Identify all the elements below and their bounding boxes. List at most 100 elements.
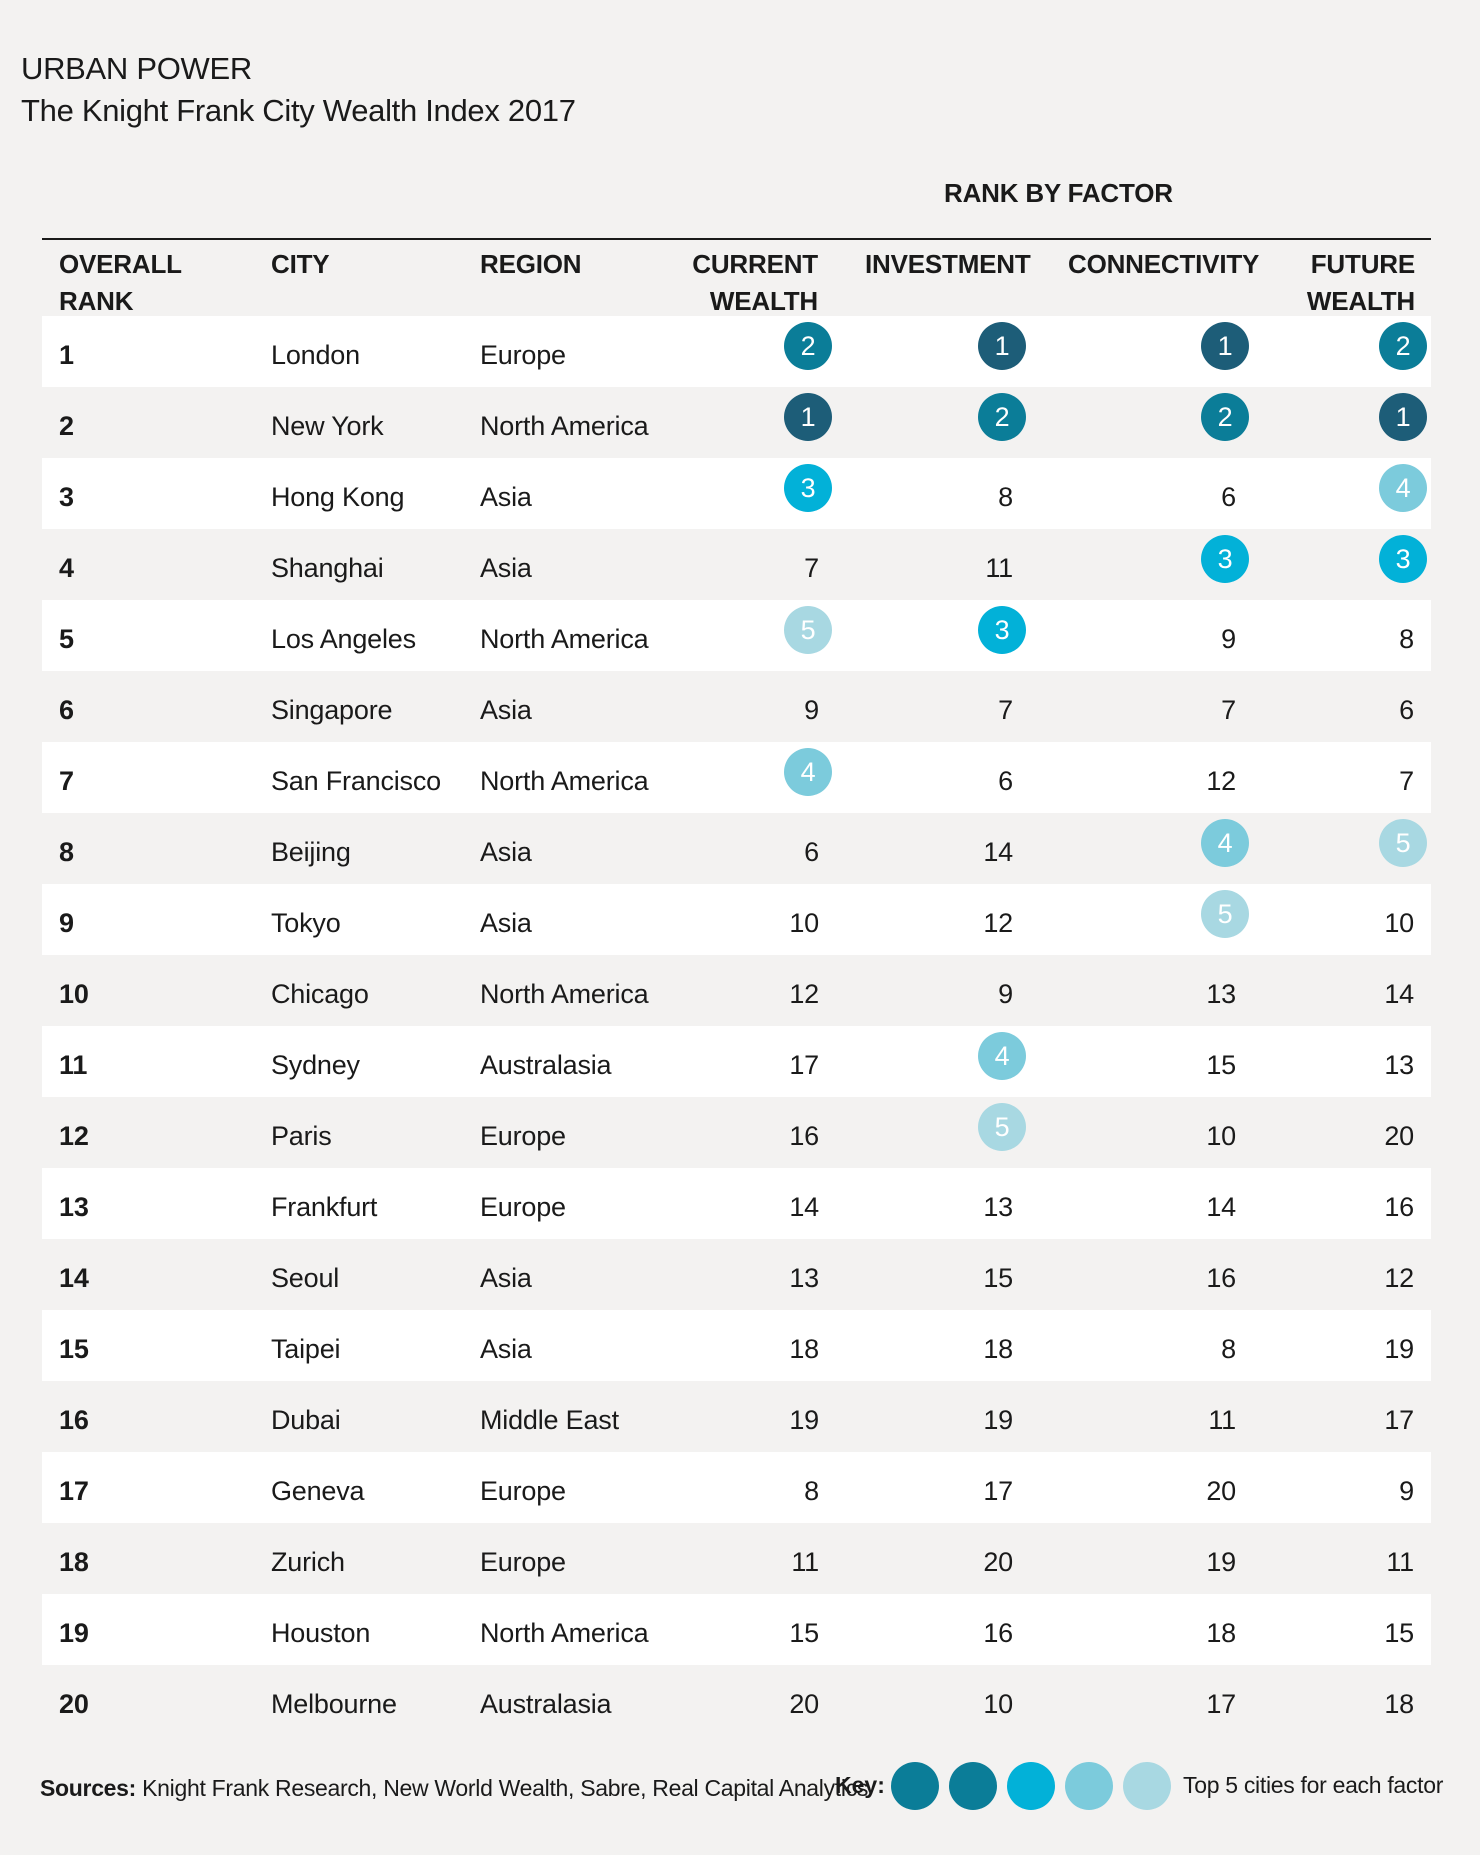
connectivity-top5-badge: 2 — [1201, 393, 1249, 441]
region-cell: Europe — [480, 1121, 566, 1151]
overall-rank-cell: 8 — [59, 837, 74, 867]
future-wealth-top5-badge: 5 — [1379, 819, 1427, 867]
overall-rank-cell: 6 — [59, 695, 74, 725]
overall-rank-cell: 16 — [59, 1405, 89, 1435]
header-current-wealth-line-2: WEALTH — [709, 286, 818, 316]
overall-rank-cell: 1 — [59, 340, 74, 370]
sources-text: Knight Frank Research, New World Wealth,… — [142, 1775, 869, 1801]
header-future-wealth: FUTURE WEALTH — [1300, 246, 1415, 320]
city-cell: Taipei — [271, 1334, 341, 1364]
header-rule — [42, 238, 1431, 240]
current-wealth-rank-cell: 10 — [789, 908, 819, 938]
connectivity-rank-cell: 8 — [1221, 1334, 1236, 1364]
connectivity-top5-badge: 5 — [1201, 890, 1249, 938]
region-cell: Europe — [480, 340, 566, 370]
connectivity-rank-cell: 20 — [1206, 1476, 1236, 1506]
overall-rank-cell: 12 — [59, 1121, 89, 1151]
key-label: Key: — [835, 1772, 885, 1798]
sources-note: Sources: Knight Frank Research, New Worl… — [40, 1775, 868, 1802]
city-cell: Hong Kong — [271, 482, 405, 512]
future-wealth-rank-cell: 6 — [1399, 695, 1414, 725]
current-wealth-rank-cell: 14 — [789, 1192, 819, 1222]
table-row: 19 Houston North America 15 16 18 15 — [42, 1594, 1431, 1665]
investment-rank-cell: 10 — [983, 1689, 1013, 1719]
city-cell: Houston — [271, 1618, 371, 1648]
investment-rank-cell: 15 — [983, 1263, 1013, 1293]
overall-rank-cell: 14 — [59, 1263, 89, 1293]
table-row: 20 Melbourne Australasia 20 10 17 18 — [42, 1665, 1431, 1736]
current-wealth-rank-cell: 11 — [791, 1547, 819, 1577]
current-wealth-top5-badge: 1 — [784, 393, 832, 441]
header-investment: INVESTMENT — [865, 249, 1031, 279]
future-wealth-rank-cell: 20 — [1384, 1121, 1414, 1151]
region-cell: North America — [480, 1618, 649, 1648]
future-wealth-rank-cell: 11 — [1386, 1547, 1414, 1577]
region-cell: Europe — [480, 1476, 566, 1506]
future-wealth-rank-cell: 7 — [1399, 766, 1414, 796]
rank-by-factor-heading: RANK BY FACTOR — [944, 178, 1173, 208]
city-cell: Sydney — [271, 1050, 360, 1080]
future-wealth-rank-cell: 18 — [1384, 1689, 1414, 1719]
current-wealth-top5-badge: 4 — [784, 748, 832, 796]
current-wealth-rank-cell: 13 — [789, 1263, 819, 1293]
overall-rank-cell: 9 — [59, 908, 74, 938]
table-row: 11 Sydney Australasia 17 4 15 13 — [42, 1026, 1431, 1097]
title-block: URBAN POWER The Knight Frank City Wealth… — [21, 48, 576, 132]
current-wealth-rank-cell: 19 — [789, 1405, 819, 1435]
city-cell: Shanghai — [271, 553, 384, 583]
table-row: 16 Dubai Middle East 19 19 11 17 — [42, 1381, 1431, 1452]
sources-label: Sources: — [40, 1775, 137, 1801]
city-cell: Seoul — [271, 1263, 340, 1293]
connectivity-rank-cell: 18 — [1206, 1618, 1236, 1648]
region-cell: North America — [480, 624, 649, 654]
connectivity-rank-cell: 11 — [1208, 1405, 1236, 1435]
header-city: CITY — [271, 249, 330, 279]
current-wealth-rank-cell: 8 — [804, 1476, 819, 1506]
connectivity-rank-cell: 15 — [1206, 1050, 1236, 1080]
connectivity-rank-cell: 13 — [1206, 979, 1236, 1009]
future-wealth-rank-cell: 8 — [1399, 624, 1414, 654]
region-cell: Asia — [480, 482, 532, 512]
table-row: 15 Taipei Asia 18 18 8 19 — [42, 1310, 1431, 1381]
city-cell: Beijing — [271, 837, 351, 867]
header-overall-rank-line-1: OVERALL — [59, 249, 182, 279]
region-cell: Asia — [480, 908, 532, 938]
connectivity-rank-cell: 10 — [1206, 1121, 1236, 1151]
future-wealth-top5-badge: 2 — [1379, 322, 1427, 370]
city-cell: Melbourne — [271, 1689, 397, 1719]
current-wealth-rank-cell: 15 — [789, 1618, 819, 1648]
current-wealth-rank-cell: 18 — [789, 1334, 819, 1364]
overall-rank-cell: 17 — [59, 1476, 89, 1506]
region-cell: North America — [480, 766, 649, 796]
region-cell: Asia — [480, 695, 532, 725]
future-wealth-rank-cell: 9 — [1399, 1476, 1414, 1506]
table-row: 18 Zurich Europe 11 20 19 11 — [42, 1523, 1431, 1594]
overall-rank-cell: 2 — [59, 411, 74, 441]
current-wealth-rank-cell: 7 — [804, 553, 819, 583]
region-cell: Asia — [480, 553, 532, 583]
region-cell: Asia — [480, 1263, 532, 1293]
region-cell: North America — [480, 979, 649, 1009]
current-wealth-top5-badge: 5 — [784, 606, 832, 654]
investment-rank-cell: 11 — [985, 553, 1013, 583]
current-wealth-rank-cell: 9 — [804, 695, 819, 725]
investment-rank-cell: 14 — [983, 837, 1013, 867]
investment-top5-badge: 3 — [978, 606, 1026, 654]
investment-rank-cell: 20 — [983, 1547, 1013, 1577]
table-row: 12 Paris Europe 16 5 10 20 — [42, 1097, 1431, 1168]
investment-top5-badge: 1 — [978, 322, 1026, 370]
table-row: 2 New York North America 1 2 2 1 — [42, 387, 1431, 458]
region-cell: Asia — [480, 837, 532, 867]
connectivity-top5-badge: 4 — [1201, 819, 1249, 867]
region-cell: Asia — [480, 1334, 532, 1364]
overall-rank-cell: 7 — [59, 766, 74, 796]
city-cell: New York — [271, 411, 384, 441]
table-row: 9 Tokyo Asia 10 12 5 10 — [42, 884, 1431, 955]
city-cell: Tokyo — [271, 908, 341, 938]
current-wealth-top5-badge: 3 — [784, 464, 832, 512]
city-cell: Singapore — [271, 695, 393, 725]
overall-rank-cell: 11 — [59, 1050, 88, 1080]
header-region: REGION — [480, 249, 582, 279]
future-wealth-rank-cell: 10 — [1384, 908, 1414, 938]
city-cell: San Francisco — [271, 766, 441, 796]
